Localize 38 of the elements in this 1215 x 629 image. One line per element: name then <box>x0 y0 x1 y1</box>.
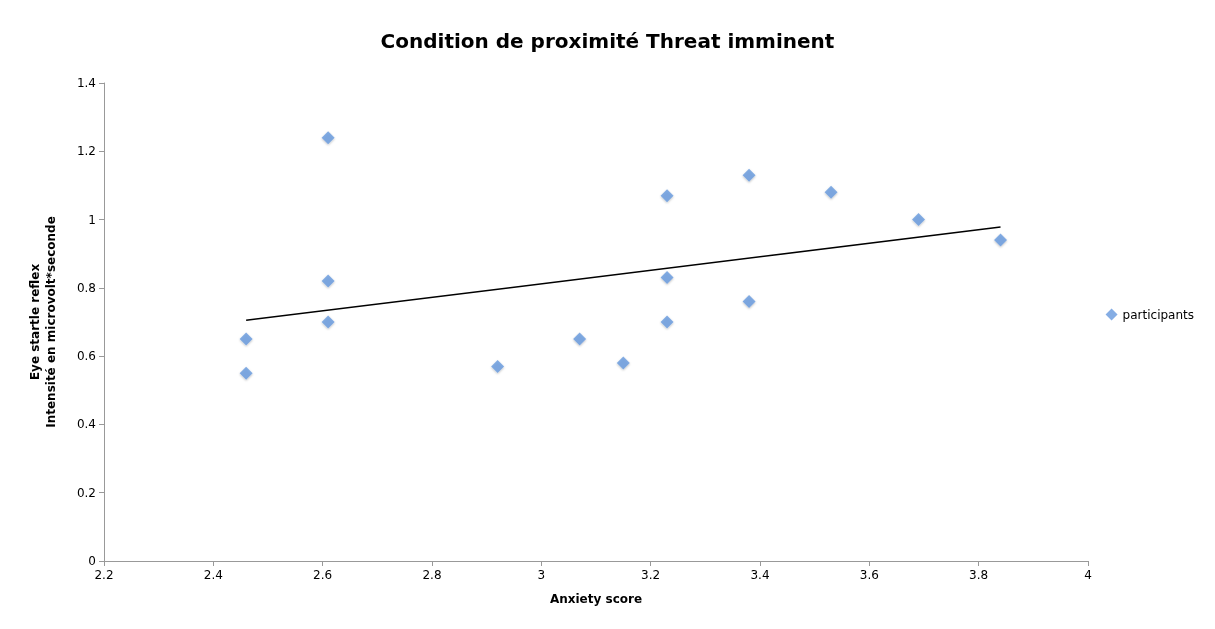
y-tick-label: 0.4 <box>76 417 96 432</box>
point <box>742 295 756 309</box>
x-tick-label: 4 <box>1084 568 1092 582</box>
y-tick-label: 0.8 <box>76 280 96 295</box>
y-tick-label: 0.2 <box>76 485 96 500</box>
point <box>321 274 335 288</box>
point <box>742 168 756 182</box>
point <box>616 356 630 370</box>
point <box>239 332 253 346</box>
y-tick-label: 0 <box>88 554 96 568</box>
x-tick-label: 3.8 <box>969 568 989 582</box>
point <box>660 271 674 285</box>
x-tick-label: 2.2 <box>94 568 114 582</box>
x-tick-label: 3.6 <box>859 568 879 582</box>
x-tick-label: 2.4 <box>203 568 223 582</box>
point <box>573 332 587 346</box>
x-tick-label: 3.2 <box>641 568 661 582</box>
point <box>660 315 674 329</box>
point <box>912 213 926 227</box>
x-tick-label: 2.8 <box>422 568 442 582</box>
legend-label: participants <box>1122 307 1195 322</box>
y-tick-label: 1.4 <box>76 76 96 90</box>
point <box>321 131 335 145</box>
chart-title: Condition de proximité Threat imminent <box>380 29 835 53</box>
x-tick-label: 2.6 <box>313 568 333 582</box>
y-axis-title: Eye startle reflex Intensité en microvolt*seconde <box>28 216 58 428</box>
point <box>824 185 838 199</box>
y-tick-label: 0.6 <box>76 349 96 364</box>
x-tick-label: 3.4 <box>750 568 770 582</box>
point <box>491 359 505 373</box>
point <box>660 189 674 203</box>
point <box>239 366 253 380</box>
x-tick-label: 3 <box>537 568 546 582</box>
point <box>321 315 335 329</box>
y-tick-label: 1.2 <box>76 144 96 159</box>
y-tick-label: 1 <box>88 212 96 227</box>
point <box>994 233 1008 247</box>
x-axis-title: Anxiety score <box>549 592 643 606</box>
